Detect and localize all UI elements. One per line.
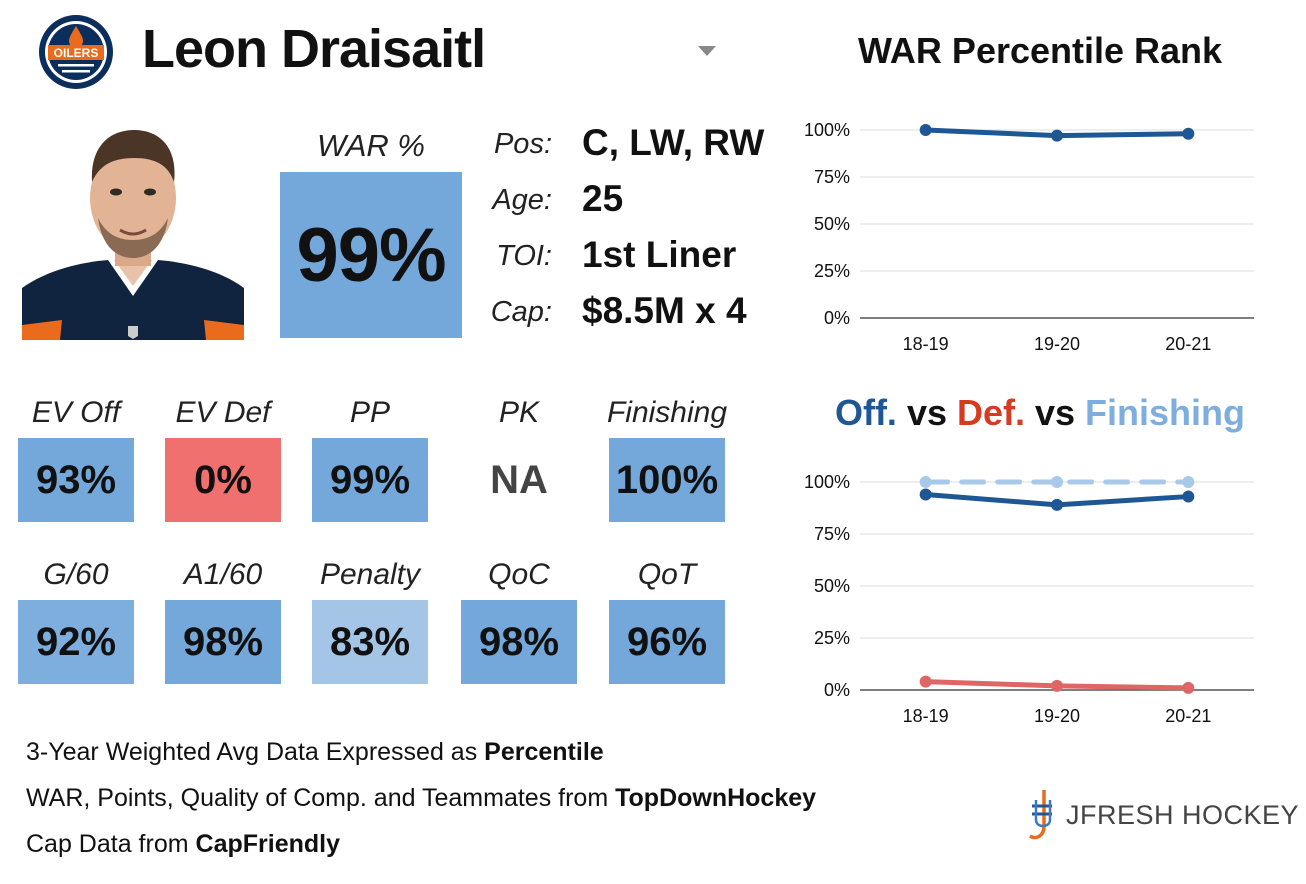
jfresh-logo-icon [1029,790,1052,840]
stat-value: 96% [626,619,708,664]
stat-label: G/60 [43,558,109,591]
x-tick-label: 19-20 [1034,706,1080,726]
data-point [1182,490,1195,503]
player-name: Leon Draisaitl [142,19,486,79]
stat-box: 83% [312,600,428,684]
info-row-cap: Cap: $8.5M x 4 [490,288,792,338]
war-box: 99% [280,172,462,338]
info-key: Age: [492,184,552,216]
stat-value: 100% [615,457,719,502]
footer-bold: TopDownHockey [615,784,817,812]
title-part-vs: vs [1025,392,1086,433]
info-key: TOI: [496,240,552,272]
title-part-finishing: Finishing [1085,392,1246,433]
y-tick-label: 0% [824,308,850,328]
info-value: $8.5M x 4 [582,290,747,331]
x-tick-label: 20-21 [1165,334,1211,354]
footer-text: Cap Data from [26,830,196,858]
footer-bold: CapFriendly [195,830,340,858]
player-photo [22,120,244,340]
stat-box: 98% [165,600,281,684]
war-label: WAR % [317,128,425,163]
stat-label: QoC [488,558,550,591]
stat-label: QoT [637,558,697,591]
data-point [919,488,932,501]
data-point [919,124,932,136]
info-value: 1st Liner [582,234,737,275]
data-point [1051,679,1063,692]
stat-label: Finishing [606,396,728,429]
data-point [1182,476,1195,488]
stat-box: 99% [312,438,428,522]
footer-text: WAR, Points, Quality of Comp. and Teamma… [26,784,616,812]
brand: JFRESH HOCKEY [1024,786,1299,846]
stat-value: 98% [478,619,560,664]
footer-bold: Percentile [484,738,604,766]
y-tick-label: 25% [814,261,850,281]
war-percentile-chart: 0% 25% 50% 75% 100% 18-19 19-20 20-21 [804,120,1254,354]
footer-text: 3-Year Weighted Avg Data Expressed as [26,738,485,766]
off-def-finishing-chart: 0% 25% 50% 75% 100% 18-19 19-20 20-21 [804,472,1254,726]
x-tick-label: 19-20 [1034,334,1080,354]
stat-label: EV Def [175,396,271,429]
data-point [1182,127,1195,140]
info-row-age: Age: 25 [492,176,792,226]
logo-label: OILERS [54,46,99,60]
stat-box: 0% [165,438,281,522]
title-part-def: Def. [956,392,1025,433]
data-point [1182,681,1195,694]
oilers-logo-icon: OILERS [38,14,114,90]
stat-label: PK [498,396,540,429]
stat-value: 83% [329,619,411,664]
y-tick-label: 0% [824,680,850,700]
info-row-pos: Pos: C, LW, RW [492,120,792,170]
info-value: C, LW, RW [582,122,765,163]
war-chart-title: WAR Percentile Rank [857,30,1223,71]
y-tick-label: 50% [814,576,850,596]
y-tick-label: 75% [814,167,850,187]
stat-value: 98% [182,619,264,664]
stat-box: NA [461,438,577,522]
footer-line-2: WAR, Points, Quality of Comp. and Teamma… [26,784,816,813]
title-part-off: Off. [834,392,897,433]
stat-value: 99% [329,457,411,502]
data-point [1051,498,1063,511]
data-point [919,675,932,688]
stat-value: 92% [35,619,117,664]
war-value: 99% [296,212,446,298]
data-point [1051,129,1063,142]
stat-box: 93% [18,438,134,522]
footer-line-1: 3-Year Weighted Avg Data Expressed as Pe… [26,738,604,767]
data-point [919,476,932,488]
stat-box: 96% [609,600,725,684]
info-key: Cap: [490,296,552,328]
stat-box: 98% [461,600,577,684]
y-tick-label: 50% [814,214,850,234]
y-tick-label: 75% [814,524,850,544]
x-tick-label: 18-19 [903,706,949,726]
stat-value: 0% [194,457,252,502]
info-row-toi: TOI: 1st Liner [492,232,792,282]
stat-box: 92% [18,600,134,684]
info-value: 25 [582,178,624,219]
y-tick-label: 100% [804,120,850,140]
stat-label: EV Off [31,396,121,429]
title-part-vs: vs [896,392,957,433]
caret-down-icon[interactable] [698,46,716,56]
footer-line-3: Cap Data from CapFriendly [26,830,340,859]
data-point [1051,476,1063,488]
stat-value: 93% [35,457,117,502]
info-key: Pos: [493,128,552,160]
x-tick-label: 20-21 [1165,706,1211,726]
off-def-finishing-title: Off. vs Def. vs Finishing [810,392,1270,434]
x-tick-label: 18-19 [903,334,949,354]
stat-value: NA [490,457,548,502]
y-tick-label: 100% [804,472,850,492]
stat-label: Penalty [319,558,421,591]
y-tick-label: 25% [814,628,850,648]
stat-label: PP [349,396,391,429]
stat-label: A1/60 [183,558,263,591]
brand-text: JFRESH HOCKEY [1066,800,1300,830]
stat-box: 100% [609,438,725,522]
